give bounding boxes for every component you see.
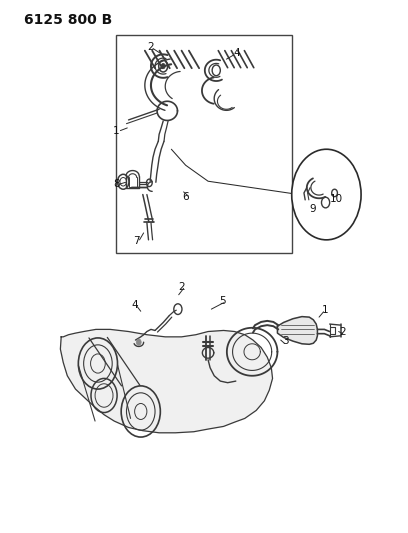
Bar [116,35,292,253]
Text: 5: 5 [219,296,226,306]
Text: 10: 10 [330,194,343,204]
Circle shape [161,63,165,69]
Text: 3: 3 [282,336,289,346]
Text: 6125 800 B: 6125 800 B [24,13,113,27]
Text: 1: 1 [322,305,329,315]
Text: 1: 1 [113,126,120,135]
Text: 2: 2 [178,282,185,292]
Text: 9: 9 [310,205,316,214]
Text: 2: 2 [148,42,154,52]
Text: 6: 6 [182,192,189,202]
Text: 7: 7 [133,236,140,246]
Text: 8: 8 [113,179,120,189]
Text: 4: 4 [233,49,240,58]
Polygon shape [60,329,273,433]
Circle shape [136,339,141,345]
Text: 2: 2 [339,327,346,336]
Circle shape [292,149,361,240]
Polygon shape [277,317,317,344]
Text: 4: 4 [131,300,138,310]
